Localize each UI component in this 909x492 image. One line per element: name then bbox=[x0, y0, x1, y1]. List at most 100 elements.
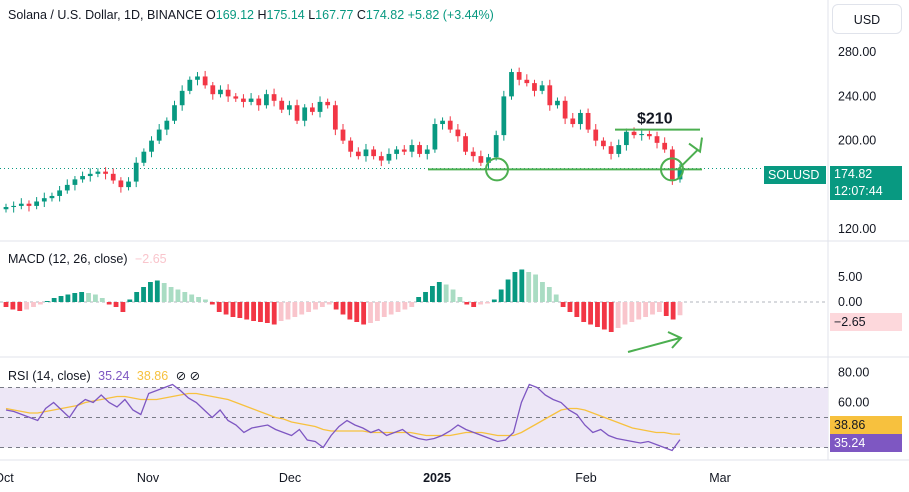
candle-body bbox=[585, 112, 591, 130]
macd-bar bbox=[51, 298, 57, 302]
candle-body bbox=[478, 156, 484, 163]
rsi-legend: RSI (14, close) 35.24 38.86 ⊘ ⊘ bbox=[8, 368, 200, 383]
support-circle bbox=[660, 157, 684, 182]
candle-body bbox=[631, 131, 637, 136]
macd-bar bbox=[643, 302, 649, 317]
candle-body bbox=[401, 149, 407, 152]
target-label: $210 bbox=[637, 111, 673, 128]
candle-body bbox=[225, 89, 231, 97]
settings-icon[interactable]: ⊘ bbox=[189, 369, 201, 383]
candle-body bbox=[608, 146, 614, 154]
macd-arrow-head bbox=[667, 331, 683, 349]
macd-bar bbox=[443, 284, 449, 302]
candle-body bbox=[172, 105, 177, 121]
low-value: 167.77 bbox=[315, 8, 354, 22]
macd-tick-label: 0.00 bbox=[838, 295, 862, 309]
macd-bar bbox=[319, 302, 325, 307]
macd-bar bbox=[127, 299, 133, 302]
change-value: +5.82 (+3.44%) bbox=[407, 8, 494, 22]
macd-bar bbox=[31, 302, 36, 307]
candle-body bbox=[470, 151, 476, 157]
candle-body bbox=[486, 157, 491, 163]
candle-body bbox=[279, 100, 285, 110]
currency-button[interactable]: USD bbox=[832, 4, 902, 34]
candle-body bbox=[195, 76, 200, 80]
macd-bar bbox=[113, 302, 119, 307]
candle-body bbox=[539, 85, 545, 91]
macd-bar bbox=[471, 302, 477, 307]
macd-badge: −2.65 bbox=[830, 313, 902, 331]
candle-body bbox=[179, 90, 185, 106]
candle-body bbox=[409, 145, 415, 152]
rsi-badge: 35.24 bbox=[830, 434, 902, 452]
macd-legend: MACD (12, 26, close) −2.65 bbox=[8, 252, 167, 266]
candle-body bbox=[639, 134, 645, 136]
candle-body bbox=[624, 131, 629, 146]
candle-body bbox=[662, 142, 668, 150]
candle-body bbox=[417, 145, 422, 154]
candle-body bbox=[348, 140, 354, 152]
candle-body bbox=[654, 136, 660, 143]
macd-bar bbox=[368, 302, 373, 323]
candle-body bbox=[317, 101, 323, 112]
countdown: 12:07:44 bbox=[834, 184, 883, 198]
macd-bar bbox=[216, 302, 222, 312]
macd-bar bbox=[285, 302, 291, 320]
candle-body bbox=[95, 171, 101, 174]
macd-bar bbox=[3, 302, 9, 307]
macd-bar bbox=[120, 302, 126, 312]
candle-body bbox=[501, 96, 507, 136]
macd-bar bbox=[650, 302, 655, 315]
candle-body bbox=[669, 149, 675, 180]
macd-bar bbox=[388, 302, 394, 315]
macd-bar bbox=[44, 301, 50, 302]
candle-body bbox=[570, 118, 576, 125]
candle-body bbox=[133, 162, 139, 182]
candle-body bbox=[432, 124, 438, 150]
candle-body bbox=[218, 89, 223, 95]
candle-body bbox=[332, 105, 338, 130]
macd-bar bbox=[553, 294, 559, 302]
macd-bar bbox=[264, 302, 270, 323]
eye-off-icon[interactable]: ⊘ bbox=[175, 369, 187, 383]
macd-arrow-shaft bbox=[627, 337, 681, 353]
macd-bar bbox=[58, 296, 64, 302]
macd-bar bbox=[72, 293, 78, 302]
candle-body bbox=[248, 98, 254, 102]
candle-body bbox=[156, 129, 162, 141]
time-tick-label: Dec bbox=[279, 471, 301, 485]
symbol-title: Solana / U.S. Dollar, 1D, BINANCE bbox=[8, 8, 203, 22]
candle-body bbox=[103, 171, 108, 174]
close-label: C bbox=[356, 8, 366, 22]
candle-body bbox=[616, 145, 622, 154]
candle-body bbox=[371, 149, 377, 157]
macd-bar bbox=[464, 302, 470, 305]
macd-bar bbox=[134, 292, 140, 302]
macd-tick-label: 5.00 bbox=[838, 270, 862, 284]
macd-bar bbox=[354, 302, 360, 322]
macd-bar bbox=[326, 302, 332, 305]
macd-bar bbox=[154, 280, 160, 302]
macd-bar bbox=[148, 282, 153, 302]
candle-body bbox=[287, 105, 292, 110]
macd-bar bbox=[161, 283, 167, 302]
macd-bar bbox=[608, 302, 614, 332]
candle-body bbox=[141, 151, 147, 163]
macd-bar bbox=[450, 289, 456, 302]
candle-body bbox=[378, 156, 384, 161]
macd-bar bbox=[526, 272, 532, 302]
candle-body bbox=[424, 149, 430, 154]
macd-bar bbox=[588, 302, 593, 325]
macd-bar bbox=[409, 302, 415, 307]
candle-body bbox=[110, 173, 116, 181]
macd-bar bbox=[595, 302, 600, 327]
macd-bar bbox=[313, 302, 318, 310]
macd-bar bbox=[505, 279, 511, 302]
macd-bar bbox=[663, 302, 669, 316]
macd-bar bbox=[230, 302, 236, 317]
candle-body bbox=[256, 98, 262, 106]
candle-body bbox=[547, 85, 553, 106]
macd-bar bbox=[168, 287, 174, 302]
macd-bar bbox=[416, 297, 422, 302]
